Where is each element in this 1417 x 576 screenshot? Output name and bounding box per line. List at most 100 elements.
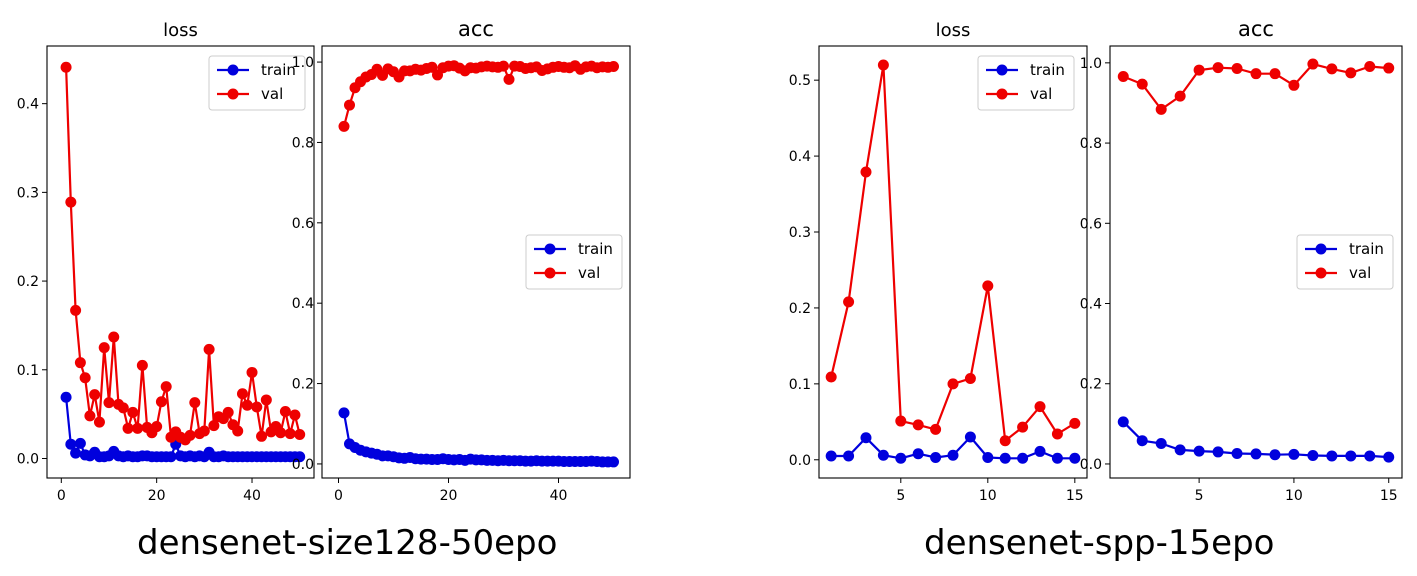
data-point-val xyxy=(260,394,272,406)
data-point-val xyxy=(1250,68,1262,80)
data-point-val xyxy=(877,59,889,71)
data-point-val xyxy=(289,409,301,421)
x-tick-label: 10 xyxy=(979,488,997,504)
legend-marker xyxy=(1315,267,1327,279)
x-tick-label: 10 xyxy=(1285,488,1303,504)
data-point-train xyxy=(930,452,942,464)
y-tick-label: 0.4 xyxy=(1080,297,1102,313)
legend-label-train: train xyxy=(578,240,613,258)
legend: train val xyxy=(977,55,1075,111)
data-point-val xyxy=(1069,417,1081,429)
y-tick-label: 0.8 xyxy=(292,135,314,151)
data-point-train xyxy=(1193,445,1205,457)
data-point-val xyxy=(426,61,438,73)
data-point-train xyxy=(1345,450,1357,462)
legend-label-val: val xyxy=(1349,264,1371,282)
x-tick-label: 15 xyxy=(1380,488,1398,504)
data-point-train xyxy=(877,449,889,461)
y-tick-label: 1.0 xyxy=(292,55,314,71)
chart-title: acc xyxy=(458,17,494,41)
data-point-train xyxy=(999,452,1011,464)
y-tick-label: 0.4 xyxy=(17,97,39,113)
y-tick-label: 0.4 xyxy=(292,296,314,312)
data-point-train xyxy=(1017,452,1029,464)
legend-marker xyxy=(1315,243,1327,255)
data-point-train xyxy=(843,450,855,462)
legend-marker xyxy=(227,88,239,100)
data-point-val xyxy=(84,410,96,422)
data-point-val xyxy=(1193,64,1205,76)
axes-frame xyxy=(818,45,1088,479)
data-point-train xyxy=(1250,448,1262,460)
data-point-val xyxy=(1326,63,1338,75)
data-point-val xyxy=(108,331,120,343)
data-point-val xyxy=(122,422,134,434)
data-point-train xyxy=(1069,452,1081,464)
data-point-val xyxy=(189,397,201,409)
data-point-val xyxy=(70,304,82,316)
data-point-train xyxy=(860,432,872,444)
y-tick-label: 0.2 xyxy=(1080,377,1102,393)
y-tick-label: 0.5 xyxy=(789,73,811,89)
data-point-train xyxy=(608,456,619,468)
data-point-val xyxy=(1383,62,1395,74)
x-tick-label: 40 xyxy=(243,488,261,504)
chart-title: loss xyxy=(163,20,198,41)
legend-label-train: train xyxy=(261,61,296,79)
y-tick-label: 0.0 xyxy=(1080,457,1102,473)
y-tick-label: 0.6 xyxy=(1080,216,1102,232)
data-point-val xyxy=(251,401,263,413)
y-tick-label: 1.0 xyxy=(1080,56,1102,72)
data-point-val xyxy=(860,166,872,178)
legend: train val xyxy=(525,234,623,290)
data-point-val xyxy=(232,425,244,437)
data-point-val xyxy=(1345,67,1357,79)
data-point-val xyxy=(1117,70,1129,82)
data-point-train xyxy=(1383,451,1395,463)
data-point-val xyxy=(947,378,959,390)
data-point-train xyxy=(1051,452,1063,464)
caption-left: densenet-size128-50epo xyxy=(137,523,558,563)
y-tick-label: 0.4 xyxy=(789,149,811,165)
data-point-train xyxy=(338,407,350,419)
data-point-train xyxy=(1326,450,1338,462)
data-point-train xyxy=(895,452,907,464)
y-tick-label: 0.0 xyxy=(789,453,811,469)
data-point-val xyxy=(208,420,220,432)
data-point-val xyxy=(65,196,77,208)
data-point-val xyxy=(294,429,306,441)
data-point-val xyxy=(103,397,115,409)
legend-label-train: train xyxy=(1349,240,1384,258)
data-point-val xyxy=(1155,103,1167,115)
data-point-val xyxy=(1269,68,1281,80)
y-tick-label: 0.8 xyxy=(1080,136,1102,152)
data-point-val xyxy=(1231,62,1243,74)
data-point-val xyxy=(160,381,172,393)
y-tick-label: 0.2 xyxy=(292,377,314,393)
x-tick-label: 15 xyxy=(1066,488,1084,504)
data-point-val xyxy=(222,406,234,418)
x-tick-label: 20 xyxy=(148,488,166,504)
data-point-val xyxy=(275,427,287,439)
data-point-val xyxy=(930,423,942,435)
y-tick-label: 0.3 xyxy=(17,185,39,201)
data-point-val xyxy=(246,366,258,378)
legend-marker xyxy=(996,64,1008,76)
x-tick-label: 5 xyxy=(1195,488,1204,504)
data-point-val xyxy=(503,73,515,85)
data-point-val xyxy=(256,430,268,442)
data-point-val xyxy=(338,120,350,132)
data-point-val xyxy=(964,373,976,385)
data-point-val xyxy=(912,419,924,431)
data-point-val xyxy=(93,416,105,428)
data-point-train xyxy=(947,449,959,461)
legend-label-val: val xyxy=(261,85,283,103)
legend-marker xyxy=(544,267,556,279)
data-point-train xyxy=(70,447,82,459)
data-point-train xyxy=(964,431,976,443)
y-tick-label: 0.3 xyxy=(789,225,811,241)
chart-title: acc xyxy=(1238,17,1274,41)
data-point-val xyxy=(1364,60,1376,72)
axes-frame xyxy=(1109,45,1403,479)
x-tick-label: 40 xyxy=(550,488,568,504)
